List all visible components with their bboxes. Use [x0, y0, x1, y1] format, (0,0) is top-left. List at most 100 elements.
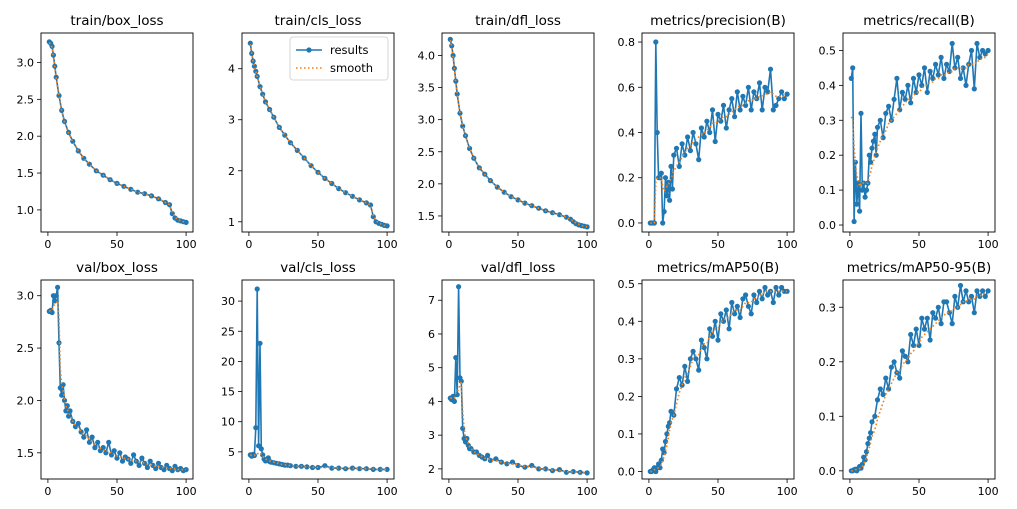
y-tick-label: 2 [428, 463, 435, 476]
data-point [767, 66, 774, 72]
data-point [153, 465, 159, 472]
data-point [454, 91, 460, 97]
y-tick-label: 0.6 [618, 81, 636, 94]
data-point [868, 430, 874, 436]
y-tick-label: 0.3 [819, 114, 837, 127]
axes-frame [842, 279, 996, 480]
chart-title: val/cls_loss [280, 260, 356, 276]
data-point [877, 386, 883, 392]
data-point [938, 54, 944, 61]
data-point [862, 457, 868, 463]
y-tick-label: 0.1 [618, 428, 636, 441]
data-point [253, 68, 259, 74]
data-point [704, 118, 710, 124]
y-tick-label: 2.5 [418, 146, 436, 159]
data-point [857, 208, 863, 214]
y-tick-label: 1.5 [17, 167, 35, 180]
data-point [336, 465, 342, 471]
axes-frame [40, 279, 194, 480]
y-tick-label: 4 [428, 395, 435, 408]
data-point [862, 194, 868, 200]
data-point [902, 96, 908, 102]
data-point [356, 466, 363, 472]
x-tick-label: 0 [44, 485, 51, 498]
y-tick-label: 0.2 [618, 172, 636, 185]
plot-area [647, 284, 790, 475]
data-point [723, 125, 729, 131]
data-point [872, 413, 878, 419]
axes-frame [241, 279, 395, 480]
data-point [687, 356, 694, 362]
y-tick-label: 7 [428, 294, 435, 307]
legend-marker-results [306, 47, 312, 53]
data-point [322, 463, 328, 469]
series-line-smooth [48, 42, 187, 224]
data-point [329, 465, 335, 471]
data-point [732, 114, 738, 120]
subplot-metrics-map50-95-b: metrics/mAP50-95(B) 0 50 100 0.0 0.1 0.2 0.3 [819, 260, 999, 498]
data-point [687, 148, 694, 154]
data-point [660, 220, 666, 226]
data-point [927, 337, 933, 343]
subplot-val-cls-loss: val/cls_loss 0 50 100 5 10 15 20 25 30 [221, 260, 398, 498]
data-point [899, 89, 906, 95]
x-tick-label: 50 [311, 485, 325, 498]
data-point [971, 310, 977, 316]
series-line-smooth [650, 290, 788, 473]
data-point [66, 413, 72, 419]
data-point [886, 103, 892, 109]
data-point [262, 99, 269, 105]
x-tick-label: 100 [577, 238, 598, 251]
series-line-smooth [450, 380, 588, 474]
x-tick-label: 50 [110, 485, 124, 498]
data-point [726, 326, 732, 332]
data-point [668, 163, 674, 169]
data-point [919, 315, 925, 321]
x-tick-label: 0 [645, 238, 652, 251]
data-point [661, 209, 667, 215]
data-point [759, 296, 765, 302]
data-point [971, 86, 977, 92]
data-point [707, 129, 713, 136]
data-point [64, 403, 70, 409]
data-point [92, 445, 98, 451]
data-point [75, 420, 81, 427]
y-tick-label: 0.3 [618, 353, 636, 366]
x-tick-label: 50 [311, 238, 325, 251]
data-point [734, 89, 740, 95]
data-point [676, 375, 682, 381]
subplot-metrics-recall-b: metrics/recall(B) 0 50 100 0.0 0.1 0.2 0.3 0.4 0.… [819, 13, 999, 251]
data-point [933, 61, 939, 67]
data-point [671, 152, 677, 158]
data-point [949, 321, 955, 327]
data-point [894, 75, 900, 81]
y-tick-label: 0.4 [819, 79, 837, 92]
data-point [258, 446, 264, 452]
chart-title: metrics/recall(B) [863, 13, 975, 29]
series-line-results [851, 284, 989, 472]
subplot-val-dfl-loss: val/dfl_loss 0 50 100 2 3 4 5 6 7 [428, 260, 598, 498]
chart-title: metrics/mAP50-95(B) [847, 260, 992, 276]
y-tick-label: 1 [228, 216, 235, 229]
data-point [910, 75, 917, 81]
data-point [960, 65, 966, 71]
data-point [667, 420, 673, 426]
legend-label-smooth: smooth [330, 61, 373, 75]
x-tick-label: 0 [44, 238, 51, 251]
y-tick-label: 4.0 [418, 49, 436, 62]
data-point [144, 464, 150, 471]
x-tick-label: 50 [110, 238, 124, 251]
data-point [859, 187, 865, 193]
y-tick-label: 3.0 [418, 114, 436, 127]
y-tick-label: 25 [221, 325, 235, 338]
data-point [70, 138, 76, 144]
data-point [773, 102, 779, 108]
data-point [698, 337, 705, 343]
data-point [963, 82, 969, 88]
data-point [584, 470, 590, 476]
data-point [701, 345, 707, 351]
data-point [685, 134, 691, 140]
data-point [712, 318, 718, 324]
data-point [667, 197, 673, 203]
data-point [690, 348, 696, 354]
